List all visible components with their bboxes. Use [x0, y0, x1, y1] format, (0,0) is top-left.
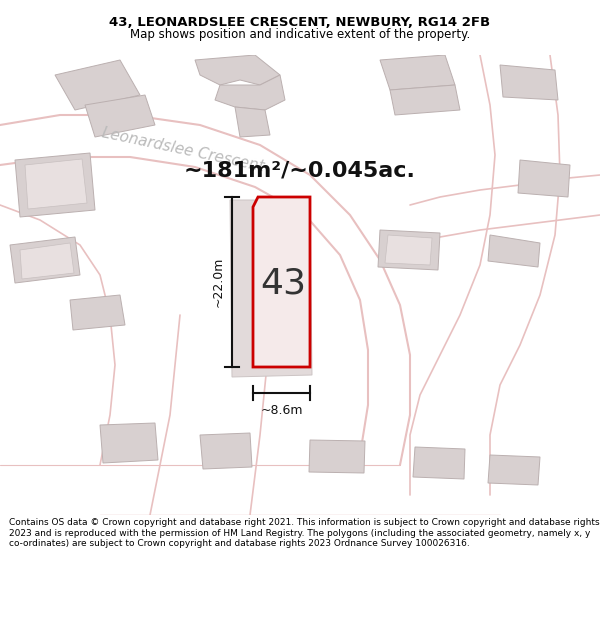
Text: ~22.0m: ~22.0m — [212, 257, 224, 307]
Polygon shape — [378, 230, 440, 270]
Polygon shape — [100, 423, 158, 463]
Polygon shape — [195, 55, 280, 85]
Polygon shape — [20, 243, 74, 279]
Text: ~181m²/~0.045ac.: ~181m²/~0.045ac. — [184, 160, 416, 180]
Polygon shape — [488, 235, 540, 267]
Polygon shape — [235, 107, 270, 137]
Polygon shape — [70, 295, 125, 330]
Text: Map shows position and indicative extent of the property.: Map shows position and indicative extent… — [130, 28, 470, 41]
Polygon shape — [380, 55, 455, 90]
Text: 43: 43 — [260, 266, 306, 300]
Polygon shape — [55, 60, 140, 110]
Polygon shape — [518, 160, 570, 197]
Polygon shape — [25, 159, 87, 209]
Polygon shape — [253, 197, 310, 367]
Polygon shape — [488, 455, 540, 485]
Polygon shape — [385, 235, 432, 265]
Polygon shape — [413, 447, 465, 479]
Polygon shape — [230, 200, 312, 377]
Polygon shape — [200, 433, 252, 469]
Polygon shape — [390, 85, 460, 115]
Text: ~8.6m: ~8.6m — [260, 404, 303, 418]
Polygon shape — [85, 95, 155, 137]
Text: Contains OS data © Crown copyright and database right 2021. This information is : Contains OS data © Crown copyright and d… — [9, 518, 599, 548]
Polygon shape — [10, 237, 80, 283]
Text: 43, LEONARDSLEE CRESCENT, NEWBURY, RG14 2FB: 43, LEONARDSLEE CRESCENT, NEWBURY, RG14 … — [109, 16, 491, 29]
Polygon shape — [309, 440, 365, 473]
Polygon shape — [500, 65, 558, 100]
Polygon shape — [215, 75, 285, 110]
Text: Leonardslee Crescent: Leonardslee Crescent — [100, 126, 265, 174]
Polygon shape — [15, 153, 95, 217]
